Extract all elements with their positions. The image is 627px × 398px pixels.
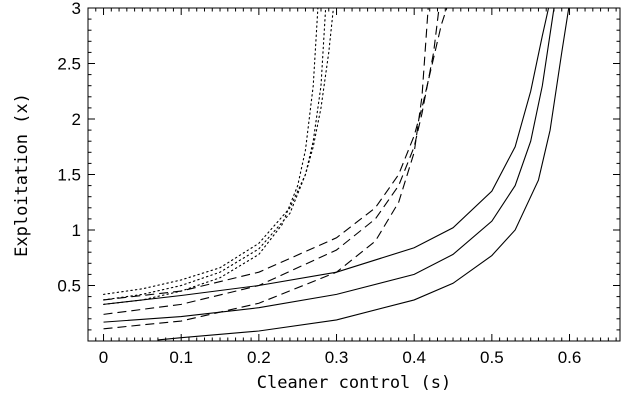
y-tick-label: 2.5: [57, 55, 81, 74]
series-solid-7: [103, 7, 550, 305]
y-tick-label: 2: [72, 110, 81, 129]
x-axis-label: Cleaner control (s): [257, 373, 451, 393]
series-solid-9: [157, 7, 570, 341]
series-dotted-3: [102, 7, 319, 305]
series-dotted-2: [102, 7, 327, 301]
x-tick-label: 0.4: [402, 348, 426, 367]
series-dashed-6: [103, 7, 429, 330]
y-tick-label: 1.5: [57, 166, 81, 185]
y-tick-label: 1: [72, 221, 81, 240]
y-axis-label: Exploitation (x): [12, 93, 32, 257]
series-dashed-5: [103, 7, 440, 315]
y-tick-label: 0.5: [57, 277, 81, 296]
x-tick-label: 0.5: [480, 348, 504, 367]
x-tick-label: 0.1: [169, 348, 193, 367]
y-tick-label: 3: [72, 0, 81, 18]
x-tick-label: 0: [99, 348, 108, 367]
series-dotted-1: [102, 7, 334, 295]
x-tick-label: 0.3: [325, 348, 349, 367]
series-solid-8: [103, 7, 555, 323]
axis-ticks: 0 0.1 0.2 0.3 0.4 0.5 0.6 0.5 1 1.5 2 2.5 3: [57, 0, 620, 367]
series-dashed-4: [103, 7, 448, 301]
x-tick-label: 0.6: [558, 348, 582, 367]
series-curves: [102, 7, 570, 341]
x-tick-label: 0.2: [247, 348, 271, 367]
